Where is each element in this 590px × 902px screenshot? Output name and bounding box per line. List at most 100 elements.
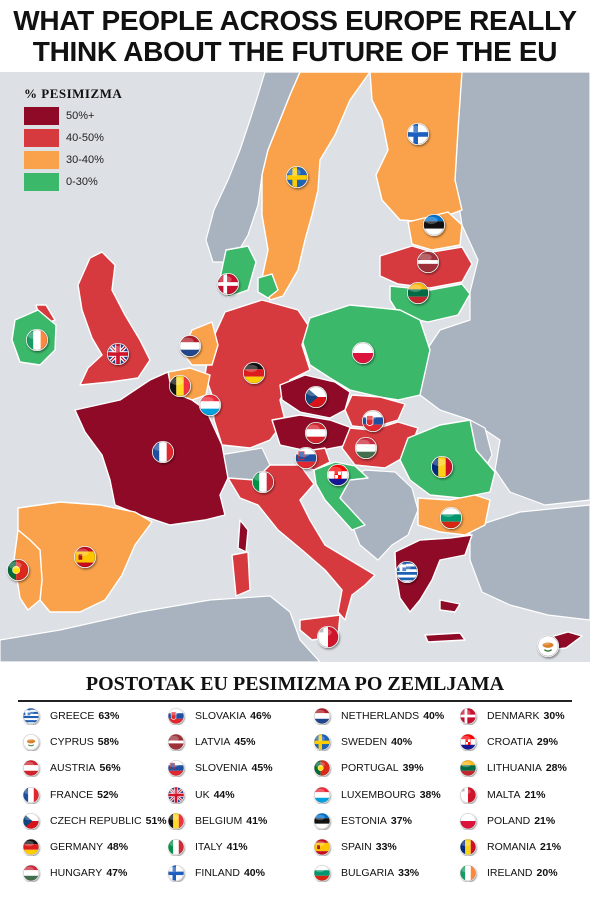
uk-flag-icon [106, 342, 130, 366]
europe-map [0, 72, 590, 662]
country-name: SLOVENIA [195, 762, 248, 775]
austria-flag-icon [22, 760, 40, 777]
netherlands-flag-icon [313, 707, 331, 725]
romania-flag-icon [430, 455, 454, 479]
portugal-flag-icon [313, 760, 331, 777]
country-list-item: LUXEMBOURG 38% [311, 785, 441, 805]
country-list-item: SWEDEN 40% [311, 732, 412, 752]
germany-flag-icon [22, 838, 40, 856]
legend-label: 0-30% [66, 176, 98, 188]
belgium-flag-icon [167, 812, 185, 830]
sweden-flag-icon [285, 165, 309, 189]
country-name: HUNGARY [50, 867, 103, 880]
slovenia-flag-icon [167, 760, 185, 777]
spain-flag-icon [313, 838, 331, 856]
country-name: AUSTRIA [50, 762, 96, 775]
country-name: ITALY [195, 841, 223, 853]
title-line-1: WHAT PEOPLE ACROSS EUROPE REALLY [13, 5, 577, 36]
uk-flag-icon [167, 786, 185, 803]
germany-flag-icon [22, 838, 40, 856]
country-list-item: CZECH REPUBLIC 51% [20, 811, 167, 831]
country-percentage: 40% [391, 736, 413, 749]
finland-flag-icon [167, 864, 185, 882]
country-name: BULGARIA [341, 867, 395, 880]
belgium-flag-icon [168, 374, 192, 398]
list-divider [18, 700, 572, 702]
portugal-flag-icon [6, 558, 30, 582]
italy-flag-icon [167, 838, 185, 856]
slovakia-flag-icon [167, 707, 185, 725]
netherlands-flag-icon [178, 334, 202, 358]
country-list-item: LATVIA 45% [165, 732, 255, 752]
country-name: CROATIA [487, 736, 533, 749]
country-name: CYPRUS [50, 736, 94, 749]
country-percentage: 52% [97, 788, 119, 801]
legend-item: 0-30% [24, 172, 154, 192]
croatia-flag-icon [459, 733, 477, 751]
bulgaria-flag-icon [313, 864, 331, 882]
poland-flag-icon [459, 812, 477, 830]
country-name: DENMARK [487, 710, 540, 722]
greece-shape [394, 534, 473, 643]
legend-item: 30-40% [24, 150, 154, 170]
legend-swatch [24, 151, 59, 169]
romania-flag-icon [459, 838, 477, 856]
luxembourg-flag-icon [313, 786, 331, 803]
greece-flag-icon [22, 707, 40, 725]
france-flag-icon [22, 786, 40, 803]
legend: % PESIMIZMA 50%+ 40-50% 30-40% 0-30% [24, 86, 154, 194]
country-list-item: AUSTRIA 56% [20, 758, 121, 778]
legend-swatch [24, 173, 59, 191]
map-title: WHAT PEOPLE ACROSS EUROPE REALLY THINK A… [0, 0, 590, 72]
country-percentage: 33% [398, 867, 420, 880]
country-percentage: 33% [375, 841, 397, 853]
country-percentage: 21% [524, 788, 546, 801]
lithuania-flag-icon [459, 760, 477, 777]
country-percentage: 21% [540, 841, 562, 853]
uk-flag-icon [167, 786, 185, 803]
country-name: FRANCE [50, 788, 94, 801]
hungary-flag-icon [22, 864, 40, 882]
denmark-flag-icon [459, 707, 477, 725]
country-list-item: IRELAND 20% [457, 863, 558, 883]
country-name: LITHUANIA [487, 762, 542, 775]
slovenia-flag-icon [294, 446, 318, 470]
country-percentage: 51% [145, 814, 167, 827]
country-list-item: POLAND 21% [457, 811, 555, 831]
slovenia-flag-icon [167, 760, 185, 777]
cyprus-flag-icon [22, 733, 40, 751]
italy-flag-icon [251, 470, 275, 494]
country-percentage: 29% [536, 736, 558, 749]
denmark-flag-icon [459, 707, 477, 725]
country-list-item: DENMARK 30% [457, 706, 565, 726]
country-list-item: PORTUGAL 39% [311, 758, 424, 778]
country-list-item: ESTONIA 37% [311, 811, 412, 831]
country-name: NETHERLANDS [341, 710, 420, 722]
france-flag-icon [22, 786, 40, 803]
latvia-flag-icon [167, 733, 185, 751]
country-percentage: 21% [534, 814, 556, 827]
ireland-flag-icon [459, 864, 477, 882]
country-name: SLOVAKIA [195, 710, 247, 722]
spain-flag-icon [73, 545, 97, 569]
bulgaria-flag-icon [313, 864, 331, 882]
belgium-flag-icon [167, 812, 185, 830]
country-list-item: SLOVENIA 45% [165, 758, 273, 778]
country-percentage: 58% [97, 736, 119, 749]
country-name: PORTUGAL [341, 762, 399, 775]
country-percentage: 41% [226, 841, 248, 853]
country-list-item: SPAIN 33% [311, 837, 397, 857]
country-percentage: 56% [99, 762, 121, 775]
country-list-item: ROMANIA 21% [457, 837, 561, 857]
netherlands-flag-icon [313, 707, 331, 725]
country-name: FINLAND [195, 867, 240, 880]
country-list-item: CROATIA 29% [457, 732, 558, 752]
country-list-item: CYPRUS 58% [20, 732, 119, 752]
romania-flag-icon [459, 838, 477, 856]
poland-flag-icon [351, 341, 375, 365]
slovakia-flag-icon [167, 707, 185, 725]
france-flag-icon [151, 440, 175, 464]
north-africa-shape [0, 595, 321, 662]
country-percentage: 44% [213, 788, 235, 801]
croatia-shape [313, 461, 369, 531]
